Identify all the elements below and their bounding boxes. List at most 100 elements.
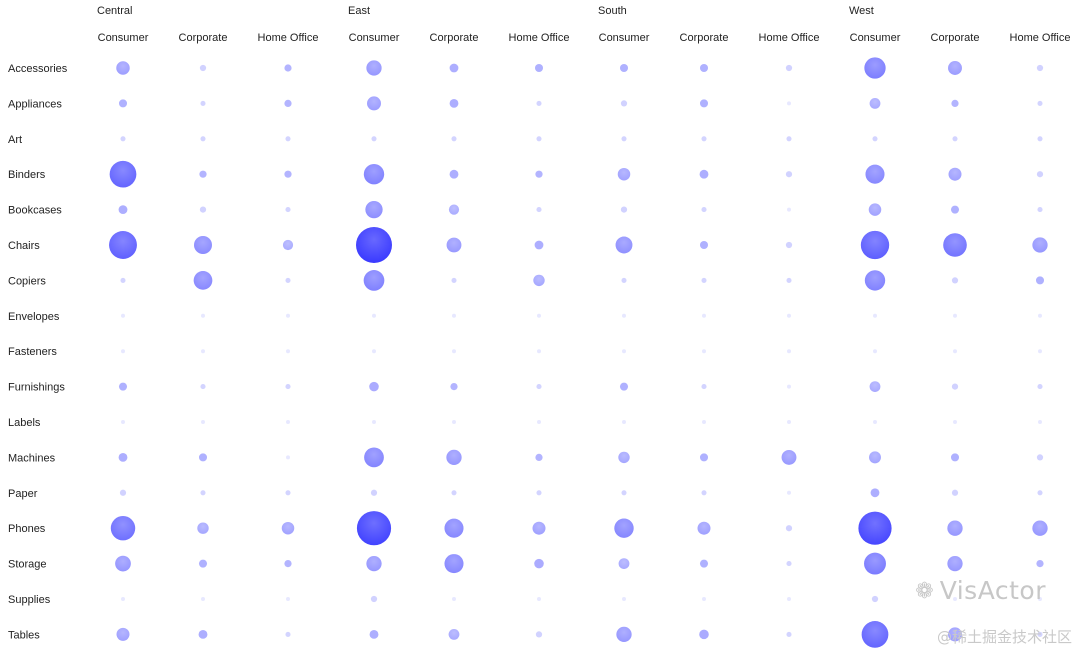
- bubble-point[interactable]: [284, 170, 292, 178]
- bubble-point[interactable]: [953, 349, 957, 354]
- bubble-point[interactable]: [953, 313, 957, 318]
- bubble-point[interactable]: [449, 169, 459, 179]
- bubble-point[interactable]: [951, 489, 959, 496]
- bubble-point[interactable]: [1037, 136, 1043, 142]
- bubble-point[interactable]: [702, 313, 706, 318]
- bubble-point[interactable]: [198, 629, 208, 639]
- bubble-point[interactable]: [787, 420, 791, 424]
- bubble-point[interactable]: [620, 100, 628, 107]
- bubble-point[interactable]: [870, 488, 880, 498]
- bubble-point[interactable]: [119, 489, 127, 496]
- bubble-point[interactable]: [1037, 384, 1043, 390]
- bubble-point[interactable]: [621, 136, 627, 142]
- bubble-point[interactable]: [201, 420, 205, 424]
- bubble-point[interactable]: [786, 136, 792, 142]
- bubble-point[interactable]: [286, 455, 290, 460]
- bubble-point[interactable]: [121, 313, 125, 318]
- bubble-point[interactable]: [534, 240, 544, 250]
- bubble-point[interactable]: [1037, 207, 1043, 213]
- bubble-point[interactable]: [199, 206, 207, 213]
- bubble-point[interactable]: [537, 597, 541, 601]
- bubble-point[interactable]: [118, 452, 128, 462]
- bubble-point[interactable]: [201, 349, 205, 354]
- bubble-point[interactable]: [372, 420, 376, 424]
- bubble-point[interactable]: [198, 559, 208, 568]
- bubble-point[interactable]: [536, 136, 542, 142]
- bubble-point[interactable]: [286, 420, 290, 424]
- bubble-point[interactable]: [950, 205, 960, 214]
- bubble-point[interactable]: [121, 597, 125, 601]
- bubble-point[interactable]: [452, 313, 456, 318]
- bubble-point[interactable]: [451, 490, 457, 496]
- bubble-point[interactable]: [120, 277, 126, 283]
- bubble-point[interactable]: [950, 453, 960, 462]
- bubble-point[interactable]: [451, 136, 457, 142]
- bubble-point[interactable]: [701, 384, 707, 390]
- bubble-point[interactable]: [199, 64, 207, 72]
- bubble-point[interactable]: [372, 349, 376, 354]
- bubble-point[interactable]: [951, 99, 959, 107]
- bubble-point[interactable]: [535, 453, 543, 461]
- bubble-point[interactable]: [451, 277, 457, 283]
- bubble-point[interactable]: [118, 205, 128, 215]
- bubble-point[interactable]: [786, 631, 792, 637]
- bubble-point[interactable]: [787, 101, 791, 106]
- bubble-point[interactable]: [536, 490, 542, 496]
- bubble-point[interactable]: [873, 313, 877, 318]
- bubble-point[interactable]: [787, 384, 791, 389]
- bubble-point[interactable]: [701, 136, 707, 142]
- bubble-point[interactable]: [622, 420, 626, 424]
- bubble-point[interactable]: [787, 490, 791, 495]
- bubble-point[interactable]: [537, 420, 541, 424]
- bubble-point[interactable]: [699, 63, 709, 73]
- bubble-point[interactable]: [452, 420, 456, 424]
- bubble-point[interactable]: [285, 490, 291, 496]
- bubble-point[interactable]: [787, 207, 791, 212]
- bubble-point[interactable]: [285, 631, 291, 637]
- bubble-point[interactable]: [198, 453, 208, 462]
- bubble-point[interactable]: [702, 420, 706, 424]
- bubble-point[interactable]: [622, 349, 626, 354]
- bubble-point[interactable]: [953, 597, 957, 601]
- bubble-point[interactable]: [449, 63, 459, 73]
- bubble-point[interactable]: [284, 560, 292, 568]
- bubble-point[interactable]: [1037, 100, 1043, 106]
- bubble-point[interactable]: [1038, 313, 1042, 318]
- bubble-point[interactable]: [1037, 631, 1043, 637]
- bubble-point[interactable]: [534, 558, 544, 569]
- bubble-point[interactable]: [1036, 64, 1044, 72]
- bubble-point[interactable]: [452, 597, 456, 601]
- bubble-point[interactable]: [200, 136, 206, 142]
- bubble-point[interactable]: [372, 313, 376, 318]
- bubble-point[interactable]: [701, 277, 707, 283]
- bubble-point[interactable]: [537, 313, 541, 318]
- bubble-point[interactable]: [621, 490, 627, 496]
- bubble-point[interactable]: [285, 207, 291, 213]
- bubble-point[interactable]: [1038, 597, 1042, 601]
- bubble-point[interactable]: [952, 136, 958, 142]
- bubble-point[interactable]: [701, 207, 707, 213]
- bubble-point[interactable]: [1038, 349, 1042, 354]
- bubble-point[interactable]: [871, 595, 879, 603]
- bubble-point[interactable]: [285, 384, 291, 390]
- bubble-point[interactable]: [699, 559, 709, 568]
- bubble-point[interactable]: [284, 64, 292, 72]
- bubble-point[interactable]: [1037, 490, 1043, 496]
- bubble-point[interactable]: [1036, 454, 1044, 461]
- bubble-point[interactable]: [1036, 171, 1044, 178]
- bubble-point[interactable]: [785, 171, 793, 178]
- bubble-point[interactable]: [619, 382, 629, 391]
- bubble-point[interactable]: [285, 277, 291, 283]
- bubble-point[interactable]: [286, 349, 290, 354]
- bubble-point[interactable]: [286, 313, 290, 318]
- bubble-point[interactable]: [785, 241, 793, 249]
- bubble-point[interactable]: [449, 98, 459, 108]
- bubble-point[interactable]: [536, 207, 542, 213]
- bubble-point[interactable]: [370, 489, 378, 496]
- bubble-point[interactable]: [121, 349, 125, 354]
- bubble-point[interactable]: [285, 136, 291, 142]
- bubble-point[interactable]: [536, 384, 542, 390]
- bubble-point[interactable]: [201, 313, 205, 318]
- bubble-point[interactable]: [699, 453, 709, 462]
- bubble-point[interactable]: [286, 597, 290, 601]
